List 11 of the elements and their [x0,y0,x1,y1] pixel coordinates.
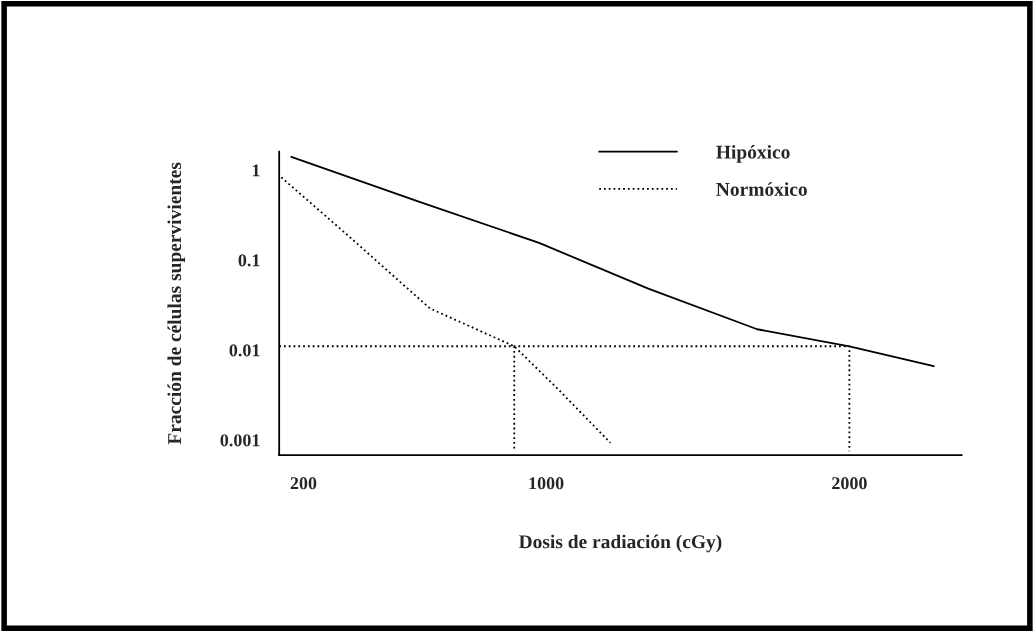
legend-label: Normóxico [716,182,807,196]
x-tick-label: 1000 [529,477,564,490]
x-axis-title: Dosis de radiación (cGy) [518,534,722,553]
legend-label: Hipóxico [716,145,790,163]
y-axis-title: Fracción de células supervivientes [167,162,186,445]
y-tick-label: 0.001 [220,434,260,447]
x-tick-label: 200 [290,477,317,490]
y-tick-label: 0.01 [229,344,260,357]
y-tick-label: 0.1 [238,254,260,267]
y-tick-label: 1 [252,164,260,177]
x-tick-label: 2000 [832,477,867,490]
